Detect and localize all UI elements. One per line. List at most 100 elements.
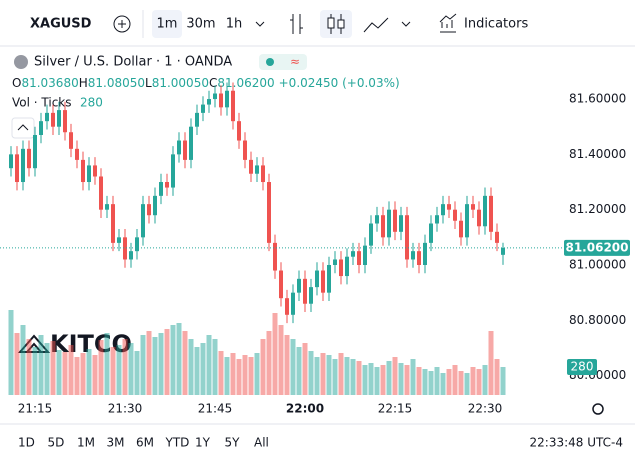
bars-icon[interactable] [290,14,303,34]
volume-bar [242,355,248,395]
candle-body [213,93,217,100]
volume-bar [332,359,338,395]
volume-bar [176,323,182,395]
ohlc: O81.03680H81.08050L81.00050C81.06200 +0.0… [12,76,400,90]
candle-body [441,204,445,216]
volume-bar [380,365,386,395]
candle-body [339,259,343,277]
volume-bar [104,333,110,395]
volume-bar [440,373,446,395]
area-icon[interactable] [363,17,389,33]
last-price-label: 81.06200 [565,240,628,254]
interval[interactable]: 1h [226,17,243,32]
candle-body [105,204,109,210]
volume-bar [272,313,278,395]
volume-bar [362,365,368,395]
candle-body [135,237,139,252]
status-dot [266,58,274,66]
range-button[interactable]: All [254,436,269,450]
range-button[interactable]: 1D [18,436,35,450]
candle-body [345,256,349,277]
range-button[interactable]: 6M [136,436,154,450]
candle-body [225,90,229,108]
volume-bar [8,310,14,395]
indicators-icon [439,13,457,33]
volume-bar [398,363,404,395]
candle-body [159,182,163,196]
candle-body [303,278,307,304]
volume-title: Vol · Ticks [12,96,72,110]
volume-bar [320,353,326,395]
candle-body [333,259,337,265]
candle-body [99,176,103,210]
volume-bar [116,345,122,395]
candle-body [417,251,421,265]
candle-body [285,298,289,315]
candle-body [315,270,319,288]
chevron[interactable] [255,21,265,27]
volume-bar [458,371,464,395]
clock: 22:33:48 UTC-4 [530,436,623,450]
candle-body [483,195,487,227]
candle-body [21,148,25,183]
range-button[interactable]: 5D [48,436,65,450]
volume-bar [368,363,374,395]
interval[interactable]: 1m [157,17,178,32]
candle-body [297,278,301,293]
collapse[interactable] [11,117,35,139]
volume-bar [236,359,242,395]
volume-bar [152,337,158,395]
volume-bar [224,357,230,395]
range-button[interactable]: 1M [77,436,95,450]
x-tick-label: 22:15 [378,402,413,416]
candle-body [195,112,199,127]
candle-body [9,154,13,169]
candle-body [93,165,97,177]
chevron[interactable] [401,21,411,27]
candle-body [57,110,61,127]
candle-body [231,90,235,122]
volume-bar [374,367,380,395]
volume-bar [26,339,32,395]
ohlc-value: 81.06200 [217,76,274,90]
x-tick-label: 22:30 [468,402,503,416]
volume-bar [464,373,470,395]
candle-body [237,121,241,141]
candles-icon [327,17,335,29]
volume-bar [386,361,392,395]
range-button[interactable]: 1Y [195,436,211,450]
settings[interactable] [592,403,604,415]
range-button[interactable]: YTD [165,436,190,450]
volume-tag-label: 280 [571,360,594,374]
candle-body [351,251,355,257]
volume-bar [470,367,476,395]
candle-body [369,223,373,246]
symbol[interactable]: XAGUSD [30,17,92,32]
indicators[interactable]: Indicators [464,17,528,32]
volume-bar [488,331,494,395]
volume-bar [350,359,356,395]
volume-bar [98,340,104,395]
candle-body [471,204,475,210]
add-symbol[interactable] [113,15,131,33]
candle-body [117,237,121,243]
candle-body [243,140,247,160]
y-tick-label: 81.00000 [569,258,626,272]
candle-body [81,159,85,183]
volume-bar [284,335,290,395]
status-badge [259,54,307,70]
volume-bar [134,351,140,395]
range-button[interactable]: 5Y [225,436,241,450]
candle-body [33,135,37,169]
range-button[interactable]: 3M [107,436,125,450]
volume-bar [356,361,362,395]
candle-body [321,270,325,293]
candles-icon [337,19,345,29]
volume-bar [194,347,200,395]
candle-body [177,140,181,155]
interval[interactable]: 30m [186,17,215,32]
volume-bar [338,353,344,395]
x-tick-label: 22:00 [286,402,324,416]
candle-body [357,251,361,265]
